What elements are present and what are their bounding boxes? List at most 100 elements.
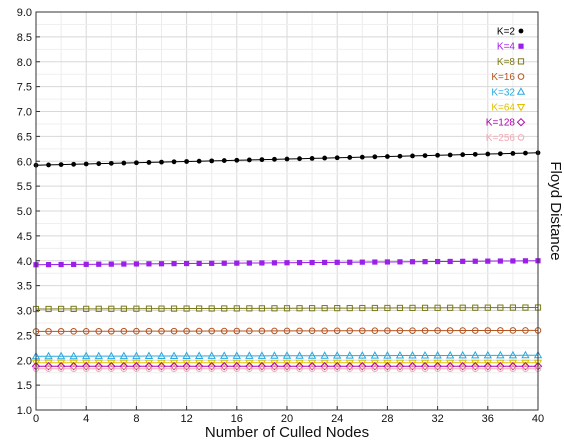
data-point [333, 365, 341, 373]
data-point [221, 158, 227, 163]
data-point [70, 365, 77, 373]
data-point [307, 359, 317, 368]
data-point [270, 351, 279, 359]
data-point [119, 362, 129, 371]
data-point [522, 327, 529, 334]
data-point [508, 359, 518, 368]
y-tick-label: 7.0 [17, 107, 32, 119]
data-point [83, 305, 90, 312]
data-point [183, 365, 190, 373]
x-tick-label: 4 [83, 413, 89, 425]
data-point [133, 305, 140, 312]
data-point [510, 258, 516, 264]
data-point [445, 362, 455, 371]
series-line [35, 307, 539, 310]
data-point [447, 304, 454, 311]
data-point [83, 261, 89, 267]
data-point [95, 327, 103, 335]
data-point [144, 362, 154, 371]
data-point [346, 365, 354, 373]
data-point [221, 305, 228, 312]
data-point [497, 365, 504, 373]
data-point [496, 362, 505, 371]
data-point [120, 365, 128, 373]
data-point [246, 365, 253, 373]
data-point [396, 365, 404, 373]
data-point [358, 359, 367, 368]
data-point [284, 260, 290, 266]
data-point [297, 156, 302, 162]
data-point [169, 351, 179, 359]
data-point [497, 304, 504, 311]
data-point [82, 351, 91, 360]
data-point [509, 365, 517, 373]
data-point [259, 157, 265, 163]
data-point [508, 362, 518, 371]
data-point [107, 362, 116, 371]
legend-label: K=16 [491, 72, 515, 83]
data-point [108, 160, 114, 166]
data-point [145, 365, 153, 373]
data-point [95, 305, 102, 312]
data-point [71, 161, 77, 167]
data-point [183, 305, 190, 312]
y-tick-label: 9.0 [17, 7, 32, 19]
y-tick-label: 5.0 [17, 206, 32, 218]
legend: K=2 K=4 K=8 K=16 K=32 K=64 K=128 K=256 [486, 27, 526, 144]
data-point [460, 258, 466, 264]
y-tick-label: 6.5 [17, 131, 32, 143]
data-point [472, 304, 479, 311]
data-point [334, 259, 340, 265]
data-point [309, 305, 316, 312]
data-point [370, 362, 380, 371]
data-point [408, 362, 417, 371]
data-point [384, 259, 390, 265]
y-tick-label: 7.5 [17, 82, 32, 94]
data-point [208, 327, 215, 335]
series-k-32 [31, 350, 543, 360]
data-point [134, 160, 139, 166]
data-point [460, 152, 466, 158]
data-point [82, 365, 90, 373]
data-point [497, 258, 503, 264]
data-point [447, 152, 453, 158]
x-tick-label: 16 [231, 413, 243, 425]
data-point [435, 258, 441, 265]
data-point [57, 328, 65, 335]
data-point [308, 365, 316, 373]
data-point [296, 260, 303, 266]
plot-frame [35, 11, 539, 411]
data-point [408, 350, 417, 359]
data-point [182, 362, 191, 371]
data-point [395, 351, 405, 359]
data-point [420, 350, 430, 359]
data-point [258, 305, 265, 312]
data-point [296, 305, 303, 312]
data-point [372, 259, 378, 265]
data-point [96, 261, 102, 267]
data-point [284, 156, 290, 162]
data-point [232, 351, 241, 359]
legend-marker [517, 73, 525, 80]
y-axis-label: Floyd Distance [547, 161, 564, 260]
series-k-8 [32, 304, 542, 313]
y-tick-label: 1.0 [17, 405, 32, 417]
data-point [508, 350, 518, 359]
data-point [510, 151, 516, 156]
data-point [184, 260, 190, 267]
data-point [422, 259, 428, 265]
data-point [69, 362, 78, 371]
data-point [44, 362, 53, 371]
data-point [321, 365, 328, 373]
series-k-16 [32, 327, 542, 335]
x-tick-label: 12 [180, 413, 192, 425]
x-tick-label: 36 [482, 413, 494, 425]
data-point [208, 365, 215, 373]
data-point [94, 359, 103, 368]
y-tick-label: 4.5 [17, 231, 32, 243]
data-point [471, 327, 479, 334]
data-point [144, 351, 154, 360]
data-point [83, 161, 89, 167]
data-point [471, 365, 479, 373]
data-point [95, 365, 103, 373]
